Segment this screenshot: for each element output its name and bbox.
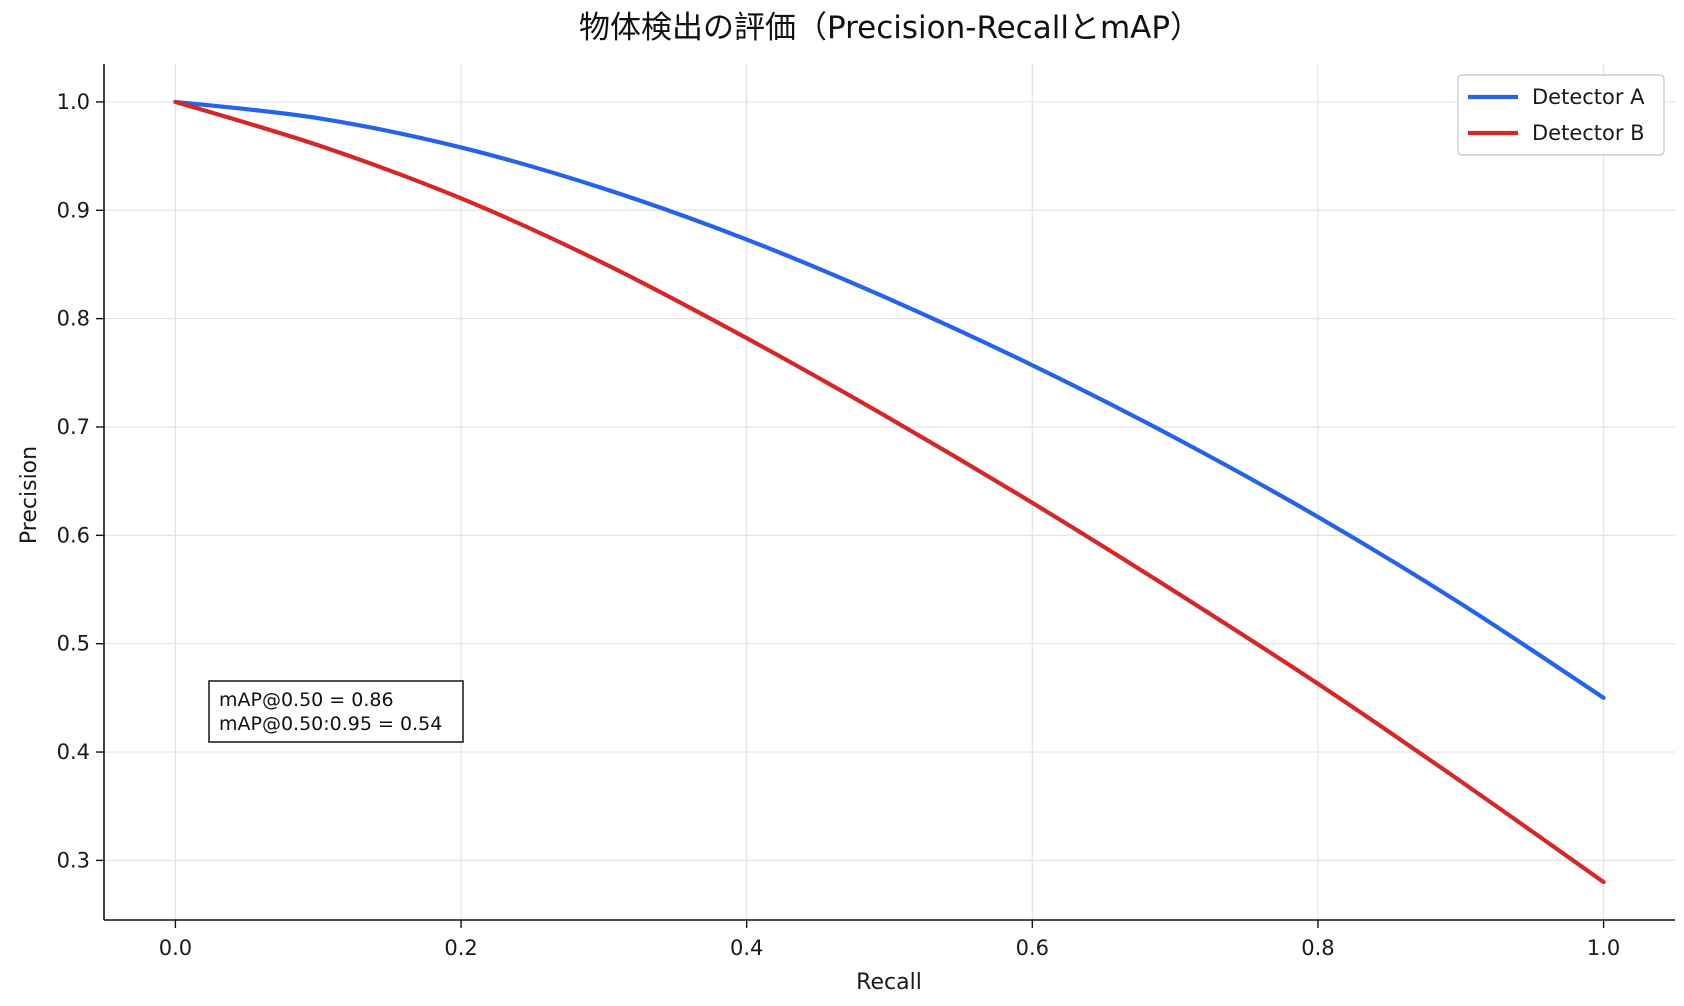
y-tick-label: 0.3: [57, 848, 90, 872]
x-tick-label: 0.8: [1301, 936, 1334, 960]
annotation-line-map50-95: mAP@0.50:0.95 = 0.54: [219, 713, 442, 735]
x-axis-label: Recall: [856, 970, 922, 995]
grid: [104, 64, 1675, 920]
y-tick-label: 0.5: [57, 632, 90, 656]
y-tick-label: 0.7: [57, 415, 90, 439]
x-tick-label: 1.0: [1587, 936, 1620, 960]
annotation-box: [208, 680, 464, 743]
x-tick-label: 0.2: [444, 936, 477, 960]
y-tick-label: 0.8: [57, 307, 90, 331]
axes: [103, 64, 1675, 921]
axis-ticks: 0.0 0.2 0.4 0.6 0.8 1.0 0.3 0.4 0.5 0.6 0.7 0.8 0.9 1…: [57, 90, 1621, 960]
legend-label-detector-b: Detector B: [1532, 121, 1645, 145]
y-axis-label: Precision: [17, 446, 42, 544]
y-tick-label: 0.6: [57, 523, 90, 547]
series-lines: [173, 99, 1606, 885]
y-tick-label: 0.4: [57, 740, 90, 764]
x-tick-label: 0.0: [159, 936, 192, 960]
map-annotation: mAP@0.50 = 0.86 mAP@0.50:0.95 = 0.54: [208, 680, 464, 743]
series-line-detector-b: [173, 99, 1606, 885]
annotation-line-map50: mAP@0.50 = 0.86: [219, 689, 394, 711]
y-tick-label: 0.9: [57, 198, 90, 222]
series-line-detector-a: [173, 99, 1606, 700]
x-tick-label: 0.6: [1016, 936, 1049, 960]
legend-label-detector-a: Detector A: [1532, 85, 1645, 109]
chart-title: 物体検出の評価（Precision-RecallとmAP）: [579, 10, 1201, 46]
legend: Detector A Detector B: [1457, 74, 1665, 156]
x-tick-label: 0.4: [730, 936, 763, 960]
y-tick-label: 1.0: [57, 90, 90, 114]
